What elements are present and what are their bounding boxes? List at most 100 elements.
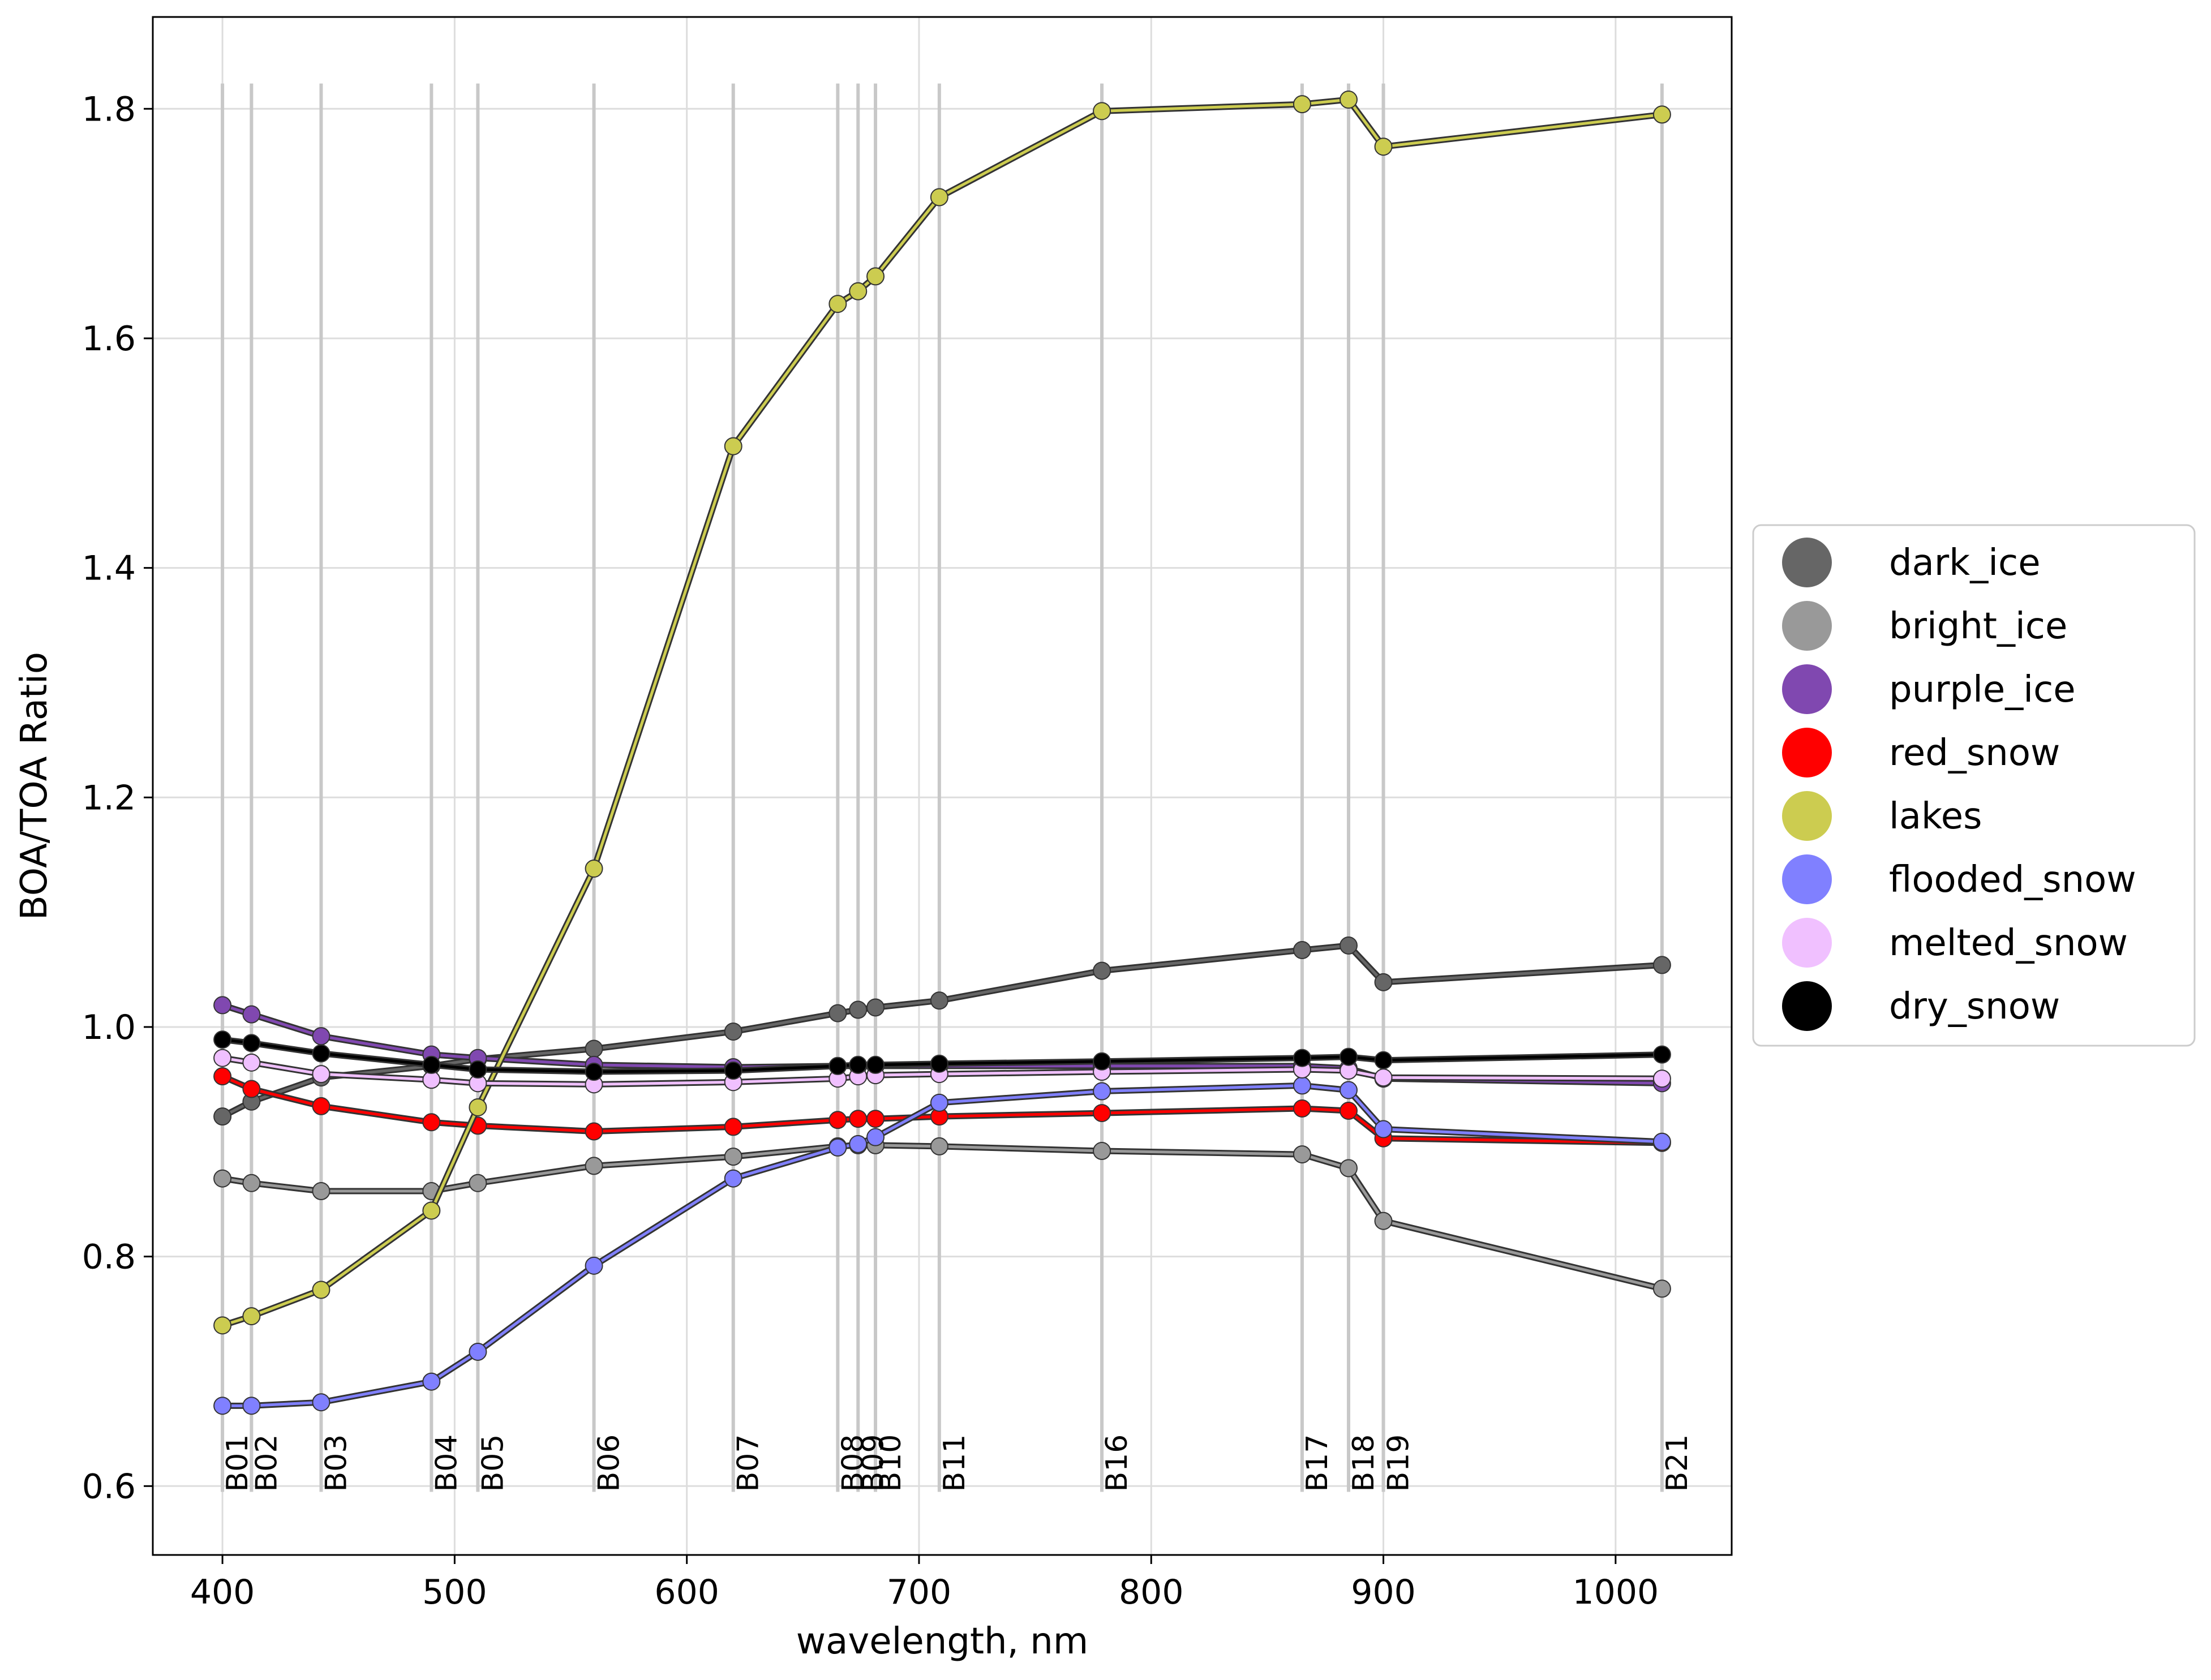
legend-marker-dry-snow — [1782, 981, 1832, 1031]
series-line — [222, 1084, 1663, 1407]
legend-label-bright-ice: bright_ice — [1889, 605, 2067, 647]
legend-label-red-snow: red_snow — [1889, 732, 2060, 774]
data-point — [312, 1182, 330, 1201]
legend-marker-bright-ice — [1782, 601, 1832, 651]
series-line — [222, 1038, 1662, 1073]
band-label-b21: B21 — [1660, 1434, 1694, 1492]
data-point — [1293, 1049, 1311, 1067]
legend-marker-melted-snow — [1782, 918, 1832, 968]
data-point — [1340, 1159, 1358, 1178]
band-label-b03: B03 — [319, 1434, 353, 1492]
data-point — [866, 267, 885, 286]
data-point — [1340, 1102, 1358, 1120]
data-point — [242, 1005, 261, 1024]
data-point — [930, 1093, 948, 1112]
y-tick-label: 0.8 — [82, 1238, 136, 1277]
data-point — [312, 1393, 330, 1412]
legend-label-purple-ice: purple_ice — [1889, 669, 2076, 711]
data-point — [724, 1148, 742, 1166]
band-label-b19: B19 — [1382, 1434, 1416, 1492]
y-tick-label: 1.4 — [82, 549, 136, 588]
data-point — [422, 1113, 441, 1132]
y-axis-title: BOA/TOA Ratio — [14, 652, 55, 920]
legend-marker-flooded-snow — [1782, 854, 1832, 904]
data-point — [866, 1055, 885, 1074]
band-label-b07: B07 — [732, 1434, 766, 1492]
data-point — [724, 437, 742, 456]
data-point — [213, 1316, 232, 1335]
data-point — [312, 1281, 330, 1299]
data-point — [724, 1062, 742, 1080]
y-tick-label: 1.6 — [82, 319, 136, 359]
data-point — [930, 1137, 948, 1155]
data-point — [828, 1138, 847, 1157]
data-point — [312, 1097, 330, 1115]
data-point — [1652, 956, 1671, 974]
band-label-b02: B02 — [250, 1434, 284, 1492]
band-label-b16: B16 — [1100, 1434, 1134, 1492]
data-point — [1093, 961, 1111, 980]
data-point — [828, 295, 847, 313]
series-line — [222, 1056, 1662, 1086]
legend-frame — [1752, 524, 2196, 1047]
data-point — [1652, 1045, 1671, 1064]
x-tick-label: 400 — [190, 1572, 255, 1612]
x-tick-label: 900 — [1351, 1572, 1416, 1612]
data-point — [585, 1063, 603, 1081]
data-point — [1340, 1047, 1358, 1066]
legend: dark_ice bright_ice purple_ice red_snowlake… — [1752, 524, 2196, 1047]
data-point — [866, 1128, 885, 1146]
data-point — [1374, 973, 1393, 991]
data-point — [469, 1098, 487, 1116]
band-label-b11: B11 — [938, 1434, 972, 1492]
data-point — [828, 1004, 847, 1022]
data-point — [213, 1107, 232, 1126]
series-flooded-snow — [213, 1076, 1671, 1415]
data-point — [1293, 1099, 1311, 1118]
data-point — [242, 1174, 261, 1192]
data-point — [1340, 1081, 1358, 1099]
data-point — [828, 1111, 847, 1129]
series-layer — [213, 91, 1671, 1415]
x-axis-ticks: 400 500 600 700 800 900 1000 — [190, 1555, 1659, 1612]
data-point — [213, 1169, 232, 1188]
data-point — [724, 1169, 742, 1188]
band-label-b10: B10 — [874, 1434, 908, 1492]
y-tick-label: 1.2 — [82, 778, 136, 818]
band-label-b08: B08 — [836, 1434, 870, 1492]
legend-label-melted-snow: melted_snow — [1889, 922, 2128, 964]
data-point — [1374, 1120, 1393, 1138]
legend-marker-lakes — [1782, 791, 1832, 841]
data-point — [1293, 95, 1311, 114]
data-point — [422, 1201, 441, 1220]
data-point — [828, 1056, 847, 1075]
data-point — [312, 1044, 330, 1063]
data-point — [849, 1000, 868, 1019]
legend-label-dry-snow: dry_snow — [1889, 986, 2060, 1028]
data-point — [930, 1054, 948, 1073]
data-point — [213, 996, 232, 1015]
data-point — [422, 1055, 441, 1074]
data-point — [930, 991, 948, 1010]
data-point — [585, 860, 603, 878]
data-point — [1652, 1132, 1671, 1151]
data-point — [1374, 1068, 1393, 1087]
legend-label-dark-ice: dark_ice — [1889, 542, 2041, 584]
data-point — [1652, 105, 1671, 124]
data-point — [866, 998, 885, 1017]
data-point — [242, 1397, 261, 1415]
data-point — [724, 1118, 742, 1136]
data-point — [849, 1055, 868, 1074]
series-line — [222, 1075, 1662, 1145]
y-tick-label: 1.0 — [82, 1008, 136, 1047]
series-dark-ice — [213, 936, 1671, 1126]
y-tick-label: 1.8 — [82, 89, 136, 129]
data-point — [469, 1342, 487, 1361]
x-tick-label: 500 — [422, 1572, 487, 1612]
plot-frame — [152, 16, 1733, 1556]
legend-label-flooded-snow: flooded_snow — [1889, 859, 2136, 901]
data-point — [469, 1060, 487, 1079]
data-point — [1374, 1211, 1393, 1230]
data-point — [1340, 91, 1358, 109]
series-dry-snow — [213, 1030, 1671, 1081]
